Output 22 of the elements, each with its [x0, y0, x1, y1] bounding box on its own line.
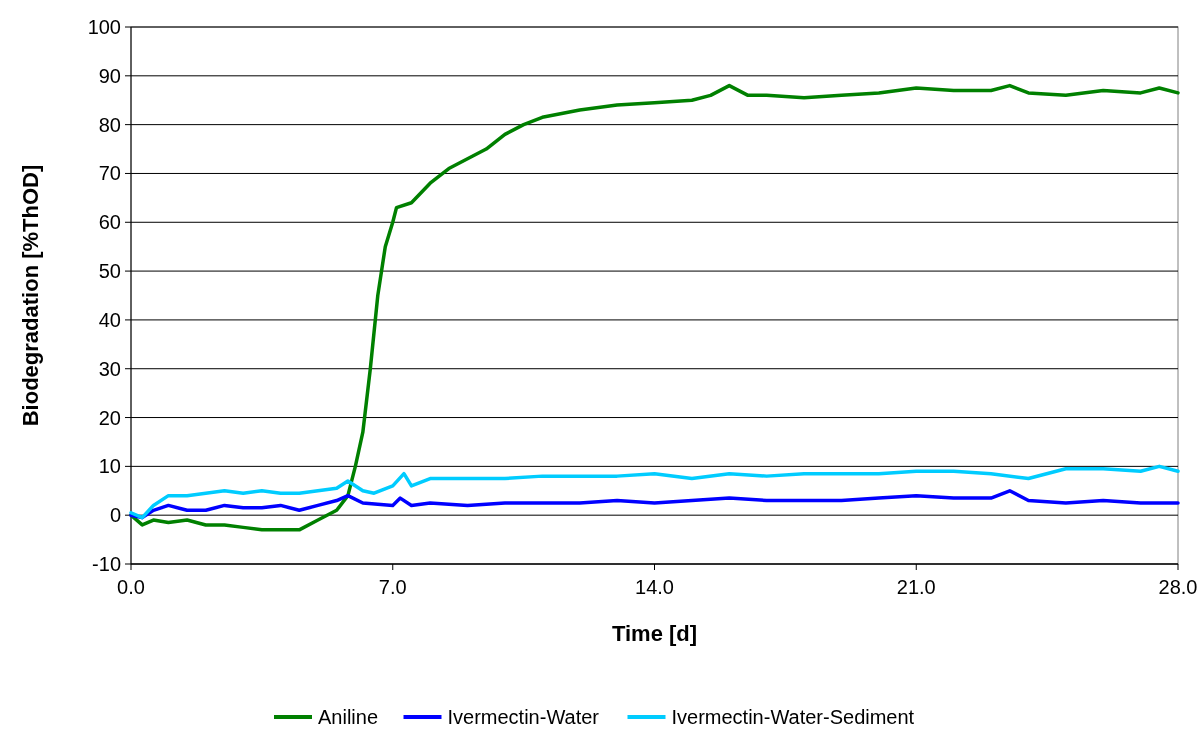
x-tick-label: 14.0	[635, 576, 674, 598]
y-tick-label: 60	[98, 211, 121, 234]
y-tick-label: 10	[98, 455, 121, 478]
x-tick-label: 28.0	[1158, 576, 1198, 598]
x-tick-label: 21.0	[896, 576, 936, 598]
y-tick-label: 70	[98, 162, 121, 185]
y-tick-label: 80	[98, 113, 121, 136]
y-tick-label: 50	[98, 260, 121, 283]
y-tick-label: 30	[98, 357, 121, 380]
legend-label: Aniline	[318, 706, 379, 728]
y-tick-label: 100	[87, 16, 121, 38]
x-axis-title: Time [d]	[611, 621, 698, 646]
x-tick-label: 0.0	[117, 576, 145, 598]
legend-label: Ivermectin-Water	[447, 706, 600, 728]
legend-label: Ivermectin-Water-Sediment	[671, 706, 915, 728]
y-tick-label: -10	[92, 553, 121, 575]
x-tick-label: 7.0	[378, 576, 407, 598]
y-tick-label: 90	[98, 64, 121, 87]
y-tick-label: 20	[98, 406, 121, 429]
y-tick-label: 40	[98, 308, 121, 331]
y-tick-label: 0	[109, 504, 121, 527]
y-axis-title: Biodegradation [%ThOD]	[18, 164, 43, 427]
